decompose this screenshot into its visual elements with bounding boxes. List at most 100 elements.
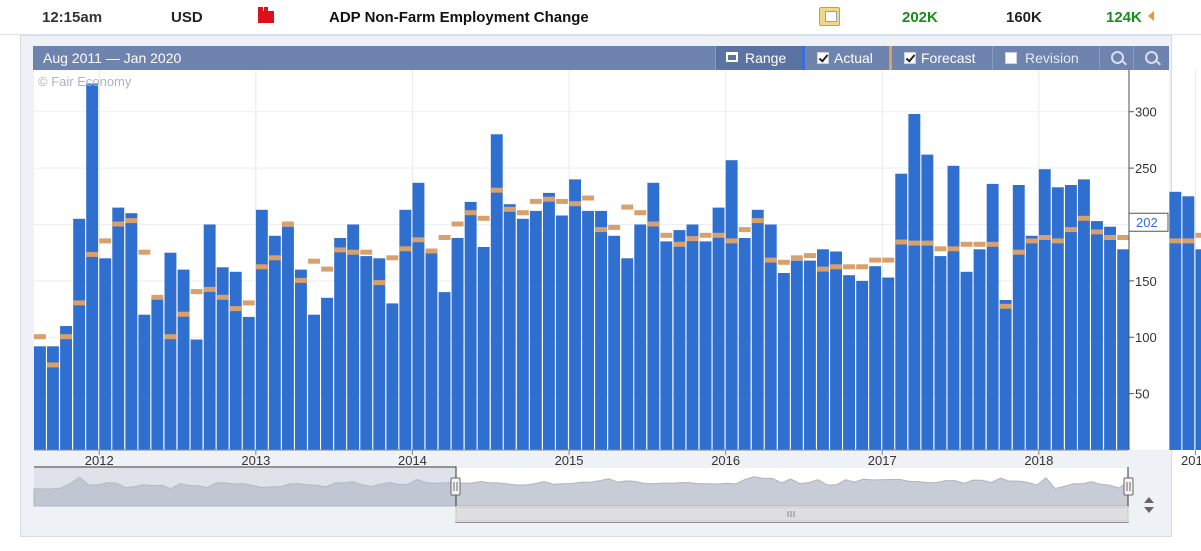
date-range-text: Aug 2011 — Jan 2020: [43, 50, 182, 66]
actual-bar: [1025, 235, 1038, 450]
forecast-marker: [425, 248, 438, 254]
actual-bar: [464, 201, 477, 450]
forecast-marker: [556, 198, 568, 204]
actual-bar: [360, 256, 373, 450]
resize-up-arrow-icon[interactable]: [1144, 497, 1154, 503]
forecast-marker: [438, 235, 451, 240]
forecast-marker: [817, 266, 829, 272]
x-tick-label: 2017: [868, 453, 897, 468]
actual-bar: [1012, 185, 1025, 450]
actual-bar: [477, 247, 490, 450]
actual-bar: [373, 258, 386, 450]
actual-bar: [99, 258, 112, 450]
forecast-marker: [921, 240, 934, 246]
forecast-marker: [1195, 232, 1201, 238]
forecast-marker: [608, 224, 621, 230]
forecast-marker: [777, 259, 790, 265]
event-title[interactable]: ADP Non-Farm Employment Change: [329, 9, 589, 26]
forecast-marker: [503, 206, 516, 212]
actual-bar: [347, 224, 360, 450]
forecast-marker: [999, 303, 1012, 309]
forecast-marker: [308, 258, 320, 264]
actual-checkbox[interactable]: [817, 52, 829, 64]
forecast-marker: [34, 334, 46, 340]
actual-bar: [1038, 169, 1051, 450]
range-label: Range: [745, 50, 787, 66]
forecast-marker: [764, 257, 777, 263]
actual-bar: [112, 207, 125, 450]
x-tick-label: 2019: [1181, 453, 1201, 468]
actual-bar: [412, 182, 425, 451]
revision-toggle[interactable]: Revision: [992, 46, 1092, 70]
detail-folder-icon[interactable]: [819, 7, 840, 26]
forecast-marker: [268, 255, 281, 261]
revision-arrow-icon: [1148, 11, 1154, 21]
actual-bar: [1078, 179, 1090, 450]
watermark: © Fair Economy: [38, 74, 132, 89]
actual-bar: [138, 314, 151, 450]
actual-bar: [712, 207, 725, 450]
forecast-marker: [1117, 235, 1130, 240]
forecast-marker: [203, 286, 216, 292]
forecast-marker: [282, 221, 294, 227]
actual-toggle-label: Actual: [834, 50, 873, 66]
actual-bar: [34, 346, 46, 450]
actual-bar: [308, 314, 320, 450]
actual-bar: [334, 238, 347, 450]
forecast-marker: [569, 201, 581, 207]
y-axis-area: [1129, 70, 1169, 450]
forecast-marker: [125, 218, 138, 224]
navigator-right-handle[interactable]: [1123, 477, 1134, 496]
y-axis-ticks: 50100150200250300: [1129, 105, 1157, 402]
y-tick-label: 300: [1135, 105, 1157, 120]
actual-bar: [503, 204, 516, 450]
forecast-marker: [895, 239, 908, 245]
forecast-marker: [1065, 227, 1077, 233]
actual-bar: [582, 210, 594, 450]
actual-bar: [934, 256, 947, 450]
forecast-marker: [856, 264, 869, 270]
actual-bar: [999, 300, 1012, 450]
actual-bar: [321, 297, 333, 450]
calendar-icon: [726, 52, 738, 62]
navigator-series: [33, 476, 1129, 507]
forecast-checkbox[interactable]: [904, 52, 916, 64]
navigator-left-handle[interactable]: [450, 477, 461, 496]
actual-bar: [268, 235, 281, 450]
zoom-out-button[interactable]: [1133, 46, 1169, 70]
actual-bar: [1117, 249, 1130, 450]
forecast-marker: [621, 204, 634, 210]
actual-bar: [621, 258, 634, 450]
actual-bar: [203, 224, 216, 450]
forecast-marker: [490, 187, 503, 193]
actual-toggle[interactable]: Actual: [802, 46, 889, 70]
forecast-marker: [373, 280, 386, 286]
actual-bar: [869, 266, 882, 450]
revision-checkbox[interactable]: [1005, 52, 1017, 64]
forecast-marker: [790, 255, 803, 261]
actual-bar: [386, 303, 399, 450]
scrollbar-thumb[interactable]: [455, 506, 1129, 522]
forecast-marker: [334, 247, 347, 253]
event-time: 12:15am: [42, 9, 103, 26]
high-impact-folder-icon: [258, 7, 274, 23]
forecast-marker: [386, 255, 399, 261]
forecast-marker: [99, 238, 112, 244]
range-button[interactable]: Range: [715, 46, 802, 70]
resize-down-arrow-icon[interactable]: [1144, 507, 1154, 513]
forecast-marker: [399, 246, 412, 252]
actual-bar: [595, 210, 607, 450]
actual-bar: [634, 224, 647, 450]
forecast-marker: [529, 198, 542, 204]
forecast-marker: [973, 241, 986, 247]
x-axis-strip: [34, 450, 1128, 467]
zoom-in-button[interactable]: [1099, 46, 1133, 70]
actual-bar: [86, 83, 99, 450]
forecast-marker: [960, 241, 973, 247]
forecast-toggle[interactable]: Forecast: [889, 46, 992, 70]
event-row[interactable]: 12:15am USD ADP Non-Farm Employment Chan…: [0, 0, 1201, 35]
actual-bar: [1195, 249, 1201, 450]
forecast-marker: [595, 227, 607, 233]
forecast-marker: [360, 249, 373, 255]
actual-bar: [556, 215, 568, 450]
